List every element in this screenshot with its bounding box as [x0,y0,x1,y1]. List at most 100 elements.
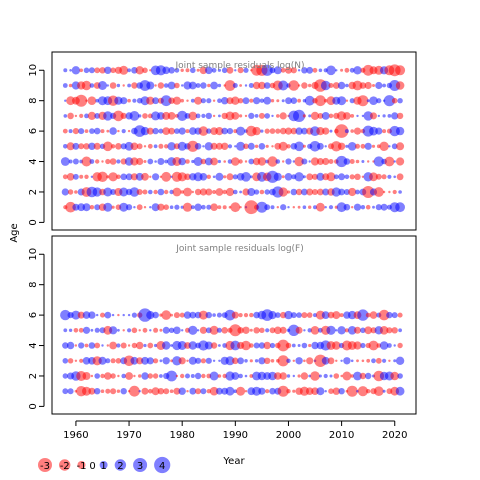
bubble [345,83,349,88]
bubble [277,339,290,352]
bubble [116,174,121,180]
bubble [324,390,327,393]
bubble [324,206,327,209]
panel-top-y-axis: 0 2 4 6 8 10 [28,64,45,226]
bubble [212,114,216,118]
bubble [322,188,330,196]
bubble [390,371,400,381]
bubble [127,344,131,347]
bubble [130,142,139,151]
bubble [226,173,234,181]
bubble [375,127,383,135]
bubble [199,188,207,196]
bubble [210,203,218,211]
bubble [175,374,179,378]
bubble [83,143,90,150]
bubble [258,143,266,150]
bubble [84,129,89,134]
bubble [207,83,211,88]
bubble [163,388,170,395]
bubble [264,204,271,211]
bubble [297,344,301,347]
bubble [305,387,314,396]
x-tick-label: 1960 [63,430,88,441]
bubble [94,113,101,119]
bubble [84,113,89,119]
bubble [205,66,213,75]
bubble [77,311,85,319]
bubble [229,324,242,337]
bubble [74,114,78,118]
bubble [195,83,201,88]
bubble [90,374,94,378]
bubble [217,205,222,210]
bubble [201,204,206,210]
bubble [379,141,389,151]
bubble [168,67,175,74]
bubble [258,357,266,365]
panel-bottom-frame [51,235,417,415]
bubble [350,374,354,378]
bubble [388,145,391,148]
bubble [323,373,328,379]
bubble [244,200,259,215]
bubble [206,174,211,179]
bubble [306,357,314,365]
x-axis-title: Year [222,456,245,467]
bubble [241,172,251,182]
bubble [292,374,295,378]
bubble [286,358,291,363]
bubble [151,203,160,212]
bubble [100,373,105,379]
bubble [376,98,382,104]
bubble [382,389,386,393]
bubble [243,313,249,318]
bubble [223,175,227,179]
bubble [216,312,222,318]
bubble [326,325,336,335]
bubble [308,160,311,163]
bubble [117,129,120,133]
bubble [66,341,75,350]
bubble [363,111,373,121]
bubble [285,97,292,105]
bubble [127,98,131,103]
bubble [186,359,189,362]
bubble [373,187,384,197]
bubble [369,311,378,319]
bubble [188,81,197,90]
bubble [82,311,91,319]
bubble [78,342,85,349]
bubble [121,129,126,134]
bubble [185,373,190,379]
bubble [307,328,312,333]
bubble [337,81,346,90]
bubble [71,310,81,320]
bubble [177,141,187,151]
legend-swatch [38,458,52,472]
bubble [368,340,379,351]
bubble [210,342,218,349]
bubble [336,155,348,168]
bubble [279,127,287,135]
bubble [194,143,202,150]
bubble [352,80,363,91]
bubble [303,329,306,332]
bubble [236,386,246,396]
bubble [277,385,289,397]
bubble [350,129,355,133]
bubble [74,190,78,194]
bubble [164,159,169,164]
bubble [391,312,398,319]
bubble [339,313,344,318]
bubble [244,374,248,378]
bubble [217,68,221,72]
bubble [210,142,218,150]
bubble [364,326,373,335]
bubble [201,373,206,379]
bubble [136,204,143,211]
bubble [129,385,140,397]
bubble [111,313,115,317]
bubble [281,175,285,179]
y-axis-title: Age [9,223,20,242]
